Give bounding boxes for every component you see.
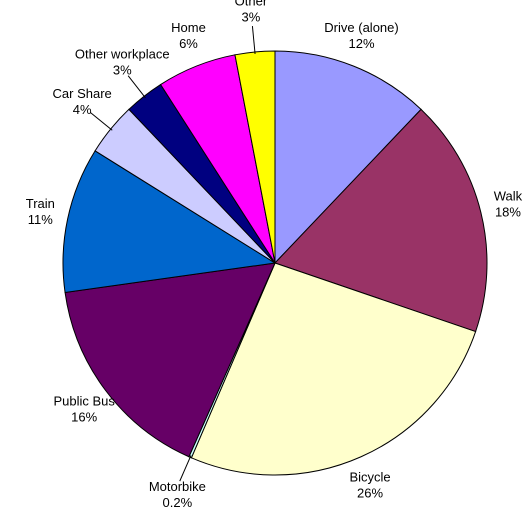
slice-label: Other workplace (75, 47, 170, 62)
slice-value: 18% (495, 204, 521, 219)
slice-label: Other (235, 0, 268, 9)
slice-value: 3% (113, 63, 132, 78)
slice-label: Motorbike (149, 479, 206, 494)
slice-value: 12% (348, 36, 374, 51)
leader-line (179, 455, 192, 482)
slice-label: Public Bus (53, 393, 115, 408)
slice-value: 16% (71, 409, 97, 424)
leader-line (127, 75, 146, 99)
pie-slice (190, 262, 477, 476)
leader-line (251, 26, 256, 54)
slice-label: Bicycle (349, 469, 390, 484)
pie-slice (64, 262, 276, 458)
pie-slice (62, 150, 277, 294)
slice-label: Drive (alone) (324, 20, 398, 35)
slice-label: Car Share (53, 86, 112, 101)
slice-value: 4% (73, 102, 92, 117)
slice-label: Walk (494, 188, 523, 203)
pie-slice (274, 108, 488, 333)
slice-label: Home (171, 20, 206, 35)
leader-line (90, 112, 113, 131)
slice-value: 26% (357, 485, 383, 500)
slice-value: 6% (179, 36, 198, 51)
slice-value: 11% (28, 212, 53, 227)
slice-label: Train (26, 196, 55, 211)
slice-value: 0.2% (163, 495, 193, 510)
pie-slice (274, 50, 422, 265)
slice-value: 3% (242, 10, 261, 25)
